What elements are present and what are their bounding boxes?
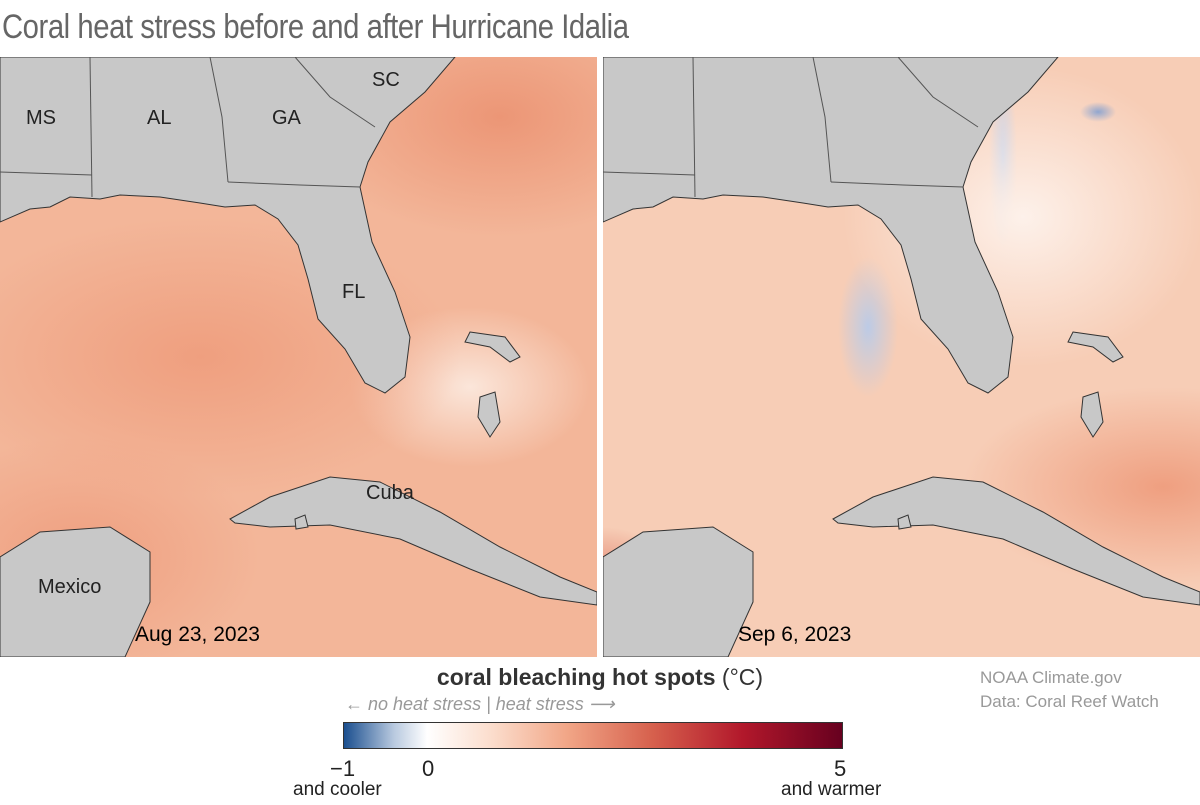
- min-label: and cooler: [293, 779, 382, 800]
- colorbar: [343, 722, 843, 749]
- tick-max: 5: [834, 756, 847, 781]
- state-label-ga: GA: [272, 107, 301, 129]
- page-title: Coral heat stress before and after Hurri…: [2, 8, 629, 46]
- map-panel-before: MS AL GA SC FL Cuba Mexico Aug 23, 2023: [0, 57, 597, 657]
- country-label-mexico: Mexico: [38, 576, 102, 598]
- state-label-sc: SC: [372, 69, 400, 91]
- date-label: Sep 6, 2023: [738, 623, 852, 646]
- heat-stress-note: heat stress ⟶: [495, 694, 615, 714]
- credit-line-2: Data: Coral Reef Watch: [980, 692, 1159, 711]
- colorbar-title-text: coral bleaching hot spots: [436, 664, 716, 690]
- date-label: Aug 23, 2023: [135, 623, 260, 646]
- land-map: [0, 57, 597, 657]
- colorbar-title: coral bleaching hot spots (°C): [0, 664, 1200, 691]
- country-label-cuba: Cuba: [366, 482, 414, 504]
- state-label-al: AL: [147, 107, 172, 129]
- colorbar-unit: (°C): [721, 664, 764, 690]
- credit: NOAA Climate.gov Data: Coral Reef Watch: [980, 666, 1159, 714]
- tick-zero: 0: [422, 756, 435, 781]
- credit-line-1: NOAA Climate.gov: [980, 668, 1122, 687]
- stress-note: ← no heat stress | heat stress ⟶: [345, 694, 615, 714]
- state-label-ms: MS: [26, 107, 56, 129]
- max-label: and warmer: [781, 779, 882, 800]
- no-heat-stress-note: ← no heat stress: [345, 694, 482, 714]
- state-label-fl: FL: [342, 281, 366, 303]
- land-map: [603, 57, 1200, 657]
- map-panel-after: Sep 6, 2023: [603, 57, 1200, 657]
- tick-min: −1: [330, 756, 356, 781]
